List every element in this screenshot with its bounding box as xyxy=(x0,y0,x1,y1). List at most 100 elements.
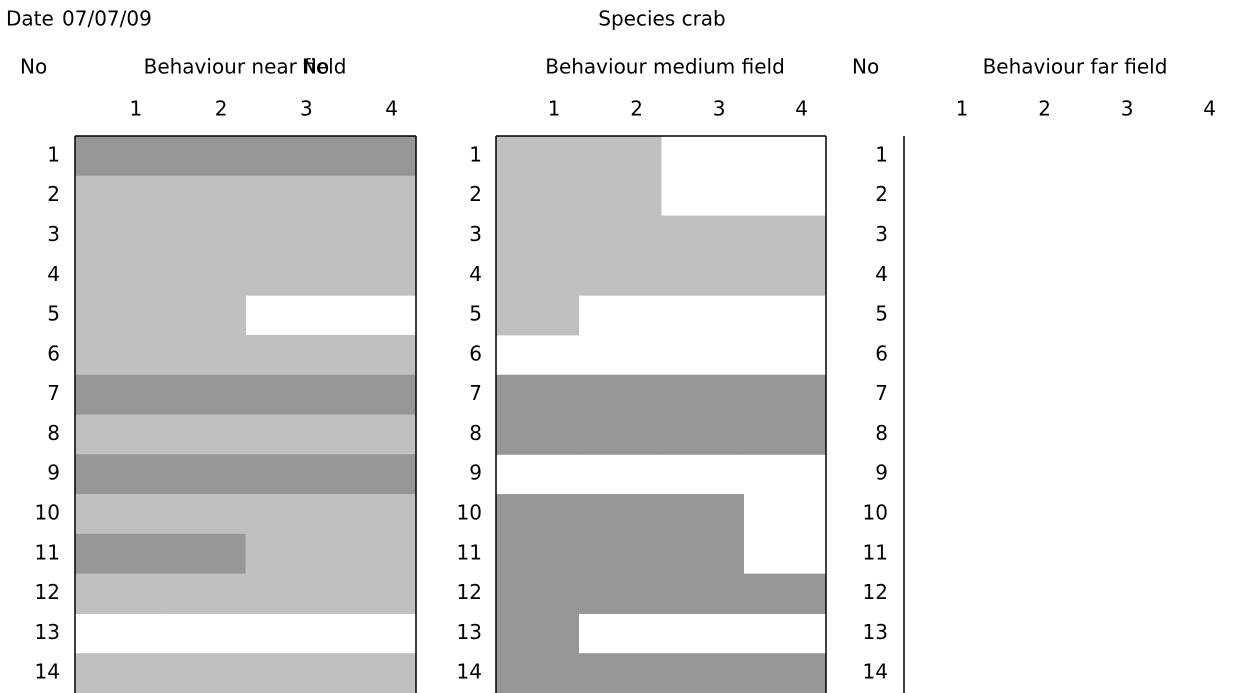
cell xyxy=(160,573,246,614)
column-header: 4 xyxy=(1203,97,1216,121)
cell xyxy=(496,573,579,614)
cell xyxy=(75,414,161,455)
cell xyxy=(330,374,417,415)
row-number: 3 xyxy=(47,222,60,246)
cell xyxy=(496,175,579,217)
cell xyxy=(330,136,417,177)
column-header: 2 xyxy=(630,97,643,121)
cell xyxy=(661,374,744,415)
row-number: 10 xyxy=(35,500,60,524)
row-number: 14 xyxy=(863,660,888,684)
cell xyxy=(160,255,246,296)
row-number: 8 xyxy=(469,421,482,445)
cell xyxy=(245,533,332,575)
cell xyxy=(661,494,744,535)
row-number: 1 xyxy=(875,142,888,166)
cell xyxy=(75,215,161,256)
cell xyxy=(578,653,662,693)
cell xyxy=(330,494,417,535)
cell xyxy=(245,215,332,256)
cell xyxy=(160,374,246,415)
row-number: 5 xyxy=(47,302,60,326)
row-number: 7 xyxy=(875,381,888,405)
cell xyxy=(496,613,579,654)
row-number: 8 xyxy=(875,421,888,445)
cell xyxy=(496,374,579,415)
row-number: 13 xyxy=(35,620,60,644)
cell xyxy=(578,215,662,256)
panel-title: Behaviour near field xyxy=(144,55,347,79)
cell xyxy=(743,653,827,693)
cell xyxy=(75,136,161,177)
cell xyxy=(160,533,246,575)
cell xyxy=(661,533,744,575)
cell xyxy=(578,175,662,217)
cell xyxy=(496,295,579,336)
no-label: No xyxy=(302,55,329,79)
row-number: 6 xyxy=(47,341,60,365)
cell xyxy=(245,653,332,693)
row-number: 2 xyxy=(469,182,482,206)
cell xyxy=(330,653,417,693)
cell xyxy=(75,295,161,336)
row-number: 4 xyxy=(47,262,60,286)
cell xyxy=(330,175,417,217)
cell xyxy=(245,494,332,535)
cell xyxy=(661,255,744,296)
row-number: 10 xyxy=(457,500,482,524)
cell xyxy=(743,414,827,455)
date-label: Date xyxy=(6,7,54,31)
cell xyxy=(743,215,827,256)
row-number: 10 xyxy=(863,500,888,524)
panel-title: Behaviour far field xyxy=(983,55,1168,79)
species: Species crab xyxy=(598,7,726,31)
column-header: 3 xyxy=(300,97,313,121)
row-number: 6 xyxy=(469,341,482,365)
cell xyxy=(245,414,332,455)
cell xyxy=(160,494,246,535)
row-number: 4 xyxy=(875,262,888,286)
row-number: 12 xyxy=(35,580,60,604)
panel-title: Behaviour medium field xyxy=(545,55,785,79)
cell xyxy=(330,334,417,376)
cell xyxy=(245,334,332,376)
row-number: 11 xyxy=(457,540,482,564)
cell xyxy=(496,255,579,296)
cell xyxy=(160,653,246,693)
cell xyxy=(75,454,161,495)
row-number: 14 xyxy=(457,660,482,684)
cell xyxy=(330,414,417,455)
row-number: 2 xyxy=(875,182,888,206)
row-number: 1 xyxy=(469,142,482,166)
cell xyxy=(160,454,246,495)
no-label: No xyxy=(20,55,47,79)
cell xyxy=(245,255,332,296)
row-number: 13 xyxy=(457,620,482,644)
cell xyxy=(245,175,332,217)
cell xyxy=(160,334,246,376)
row-number: 14 xyxy=(35,660,60,684)
row-number: 5 xyxy=(469,302,482,326)
cell xyxy=(661,573,744,614)
cell xyxy=(578,533,662,575)
row-number: 9 xyxy=(47,461,60,485)
row-number: 3 xyxy=(875,222,888,246)
cell xyxy=(75,374,161,415)
row-number: 7 xyxy=(47,381,60,405)
cell xyxy=(75,533,161,575)
row-number: 9 xyxy=(875,461,888,485)
column-header: 4 xyxy=(385,97,398,121)
column-header: 2 xyxy=(1038,97,1051,121)
cell xyxy=(160,215,246,256)
cell xyxy=(160,295,246,336)
row-number: 2 xyxy=(47,182,60,206)
cell xyxy=(75,175,161,217)
column-header: 4 xyxy=(795,97,808,121)
cell xyxy=(743,374,827,415)
row-number: 3 xyxy=(469,222,482,246)
cell xyxy=(75,334,161,376)
column-header: 2 xyxy=(215,97,228,121)
cell xyxy=(75,573,161,614)
